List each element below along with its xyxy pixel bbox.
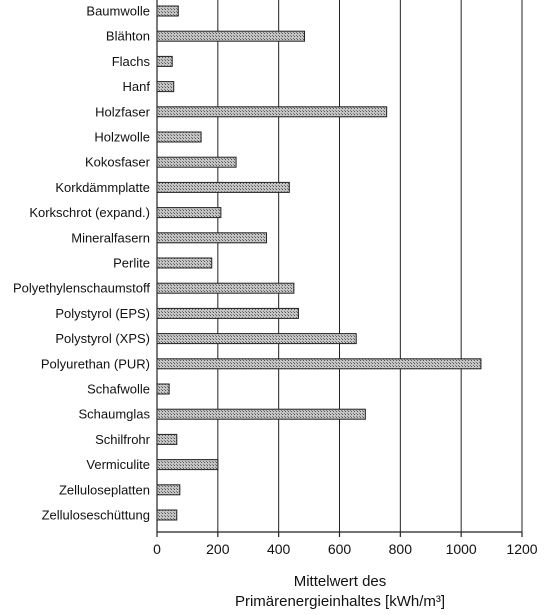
x-axis-title-line2: Primärenergieinhaltes [kWh/m³]: [235, 593, 445, 610]
category-label-15: Schafwolle: [87, 382, 150, 397]
tick-label-1000: 1000: [446, 541, 477, 557]
tick-label-800: 800: [389, 541, 413, 557]
category-labels: Baumwolle Blähton Flachs Hanf Holzfaser Holzw…: [13, 4, 151, 523]
category-label-5: Holzwolle: [94, 130, 150, 145]
bar-13: [156, 333, 357, 345]
bar-4: [156, 106, 388, 118]
category-label-7: Korkdämmplatte: [55, 180, 150, 195]
bar-7: [156, 181, 290, 193]
bar-3: [156, 81, 175, 93]
category-label-17: Schilfrohr: [95, 432, 151, 447]
bar-14: [156, 358, 482, 370]
category-label-0: Baumwolle: [86, 4, 150, 19]
bar-15: [156, 383, 170, 395]
tick-label-600: 600: [328, 541, 352, 557]
tick-label-1200: 1200: [506, 541, 537, 557]
category-label-4: Holzfaser: [95, 104, 151, 119]
bar-1: [156, 30, 306, 42]
bar-12: [156, 307, 299, 319]
category-label-13: Polystyrol (XPS): [55, 331, 150, 346]
bar-0: [156, 5, 179, 17]
tick-label-0: 0: [153, 541, 161, 557]
bar-9: [156, 232, 267, 244]
category-label-10: Perlite: [113, 256, 150, 271]
bar-17: [156, 433, 178, 445]
x-axis-title-line1: Mittelwert des: [294, 573, 387, 590]
bars: [156, 5, 482, 521]
category-label-6: Kokosfaser: [85, 155, 151, 170]
bar-19: [156, 484, 181, 496]
category-label-9: Mineralfasern: [71, 230, 150, 245]
bar-6: [156, 156, 237, 168]
category-label-12: Polystyrol (EPS): [55, 306, 150, 321]
bar-11: [156, 282, 295, 294]
category-label-18: Vermiculite: [86, 457, 150, 472]
bar-20: [156, 509, 178, 521]
bar-5: [156, 131, 202, 143]
category-label-20: Zelluloseschüttung: [42, 508, 150, 523]
bar-8: [156, 207, 222, 219]
category-label-11: Polyethylenschaumstoff: [13, 281, 150, 296]
bar-18: [156, 459, 219, 471]
category-label-14: Polyurethan (PUR): [41, 356, 150, 371]
bar-16: [156, 408, 366, 420]
category-label-3: Hanf: [123, 79, 151, 94]
category-label-19: Zelluloseplatten: [59, 482, 150, 497]
tick-label-400: 400: [267, 541, 291, 557]
category-label-16: Schaumglas: [78, 407, 150, 422]
bar-2: [156, 55, 173, 67]
tick-label-200: 200: [206, 541, 230, 557]
category-label-2: Flachs: [112, 54, 151, 69]
x-axis-ticks: 0 200 400 600 800 1000 1200: [153, 532, 538, 557]
category-label-1: Blähton: [106, 29, 150, 44]
category-label-8: Korkschrot (expand.): [29, 205, 150, 220]
bar-10: [156, 257, 213, 269]
